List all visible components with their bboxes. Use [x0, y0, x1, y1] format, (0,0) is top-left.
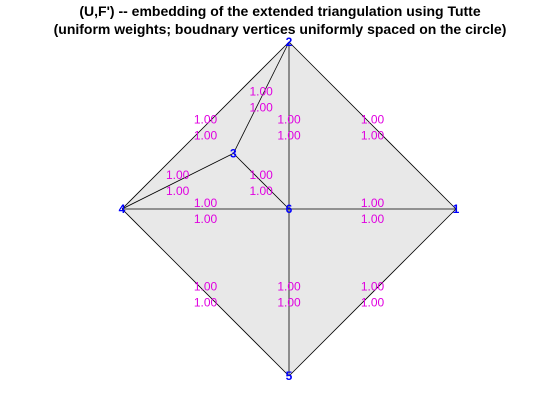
edge-weight-label: 1.00: [194, 129, 218, 143]
vertex-label-2: 2: [286, 35, 293, 49]
edge-weight-label: 1.00: [361, 212, 385, 226]
vertex-label-5: 5: [286, 369, 293, 383]
edge-v3-v6: [233, 153, 290, 210]
edge-weight-label: 1.00: [250, 168, 274, 182]
edge-weight-label: 1.00: [250, 184, 274, 198]
vertex-label-4: 4: [119, 202, 126, 216]
vertex-label-6: 6: [286, 202, 293, 216]
edge-v3-v4: [121, 153, 234, 210]
edge-weight-label: 1.00: [277, 113, 301, 127]
edge-labels-layer: 1.001.001.001.001.001.001.001.001.001.00…: [166, 85, 384, 310]
edge-weight-label: 1.00: [194, 296, 218, 310]
edge-weight-label: 1.00: [194, 196, 218, 210]
edge-weight-label: 1.00: [250, 101, 274, 115]
edges-layer: [121, 41, 457, 377]
edge-weight-label: 1.00: [194, 280, 218, 294]
edge-weight-label: 1.00: [277, 280, 301, 294]
edge-weight-label: 1.00: [250, 85, 274, 99]
edge-weight-label: 1.00: [361, 296, 385, 310]
edge-weight-label: 1.00: [277, 296, 301, 310]
vertex-labels-layer: 1 2 3 4 5 6: [119, 35, 460, 383]
edge-weight-label: 1.00: [361, 196, 385, 210]
edge-weight-label: 1.00: [166, 168, 190, 182]
edge-weight-label: 1.00: [194, 212, 218, 226]
edge-v2-v4: [121, 41, 290, 210]
vertex-label-3: 3: [230, 146, 237, 160]
diagram-title: (U,F') -- embedding of the extended tria…: [79, 3, 481, 19]
diagram-subtitle: (uniform weights; boudnary vertices unif…: [53, 21, 507, 37]
edge-v2-v3: [233, 41, 290, 154]
edge-v5-v1: [288, 208, 457, 377]
vertex-label-1: 1: [453, 202, 460, 216]
edge-weight-label: 1.00: [361, 280, 385, 294]
edge-weight-label: 1.00: [361, 129, 385, 143]
edge-weight-label: 1.00: [361, 113, 385, 127]
edge-v4-v5: [121, 208, 290, 377]
edge-v1-v2: [288, 41, 457, 210]
edge-weight-label: 1.00: [194, 113, 218, 127]
edge-weight-label: 1.00: [166, 184, 190, 198]
edge-weight-label: 1.00: [277, 129, 301, 143]
